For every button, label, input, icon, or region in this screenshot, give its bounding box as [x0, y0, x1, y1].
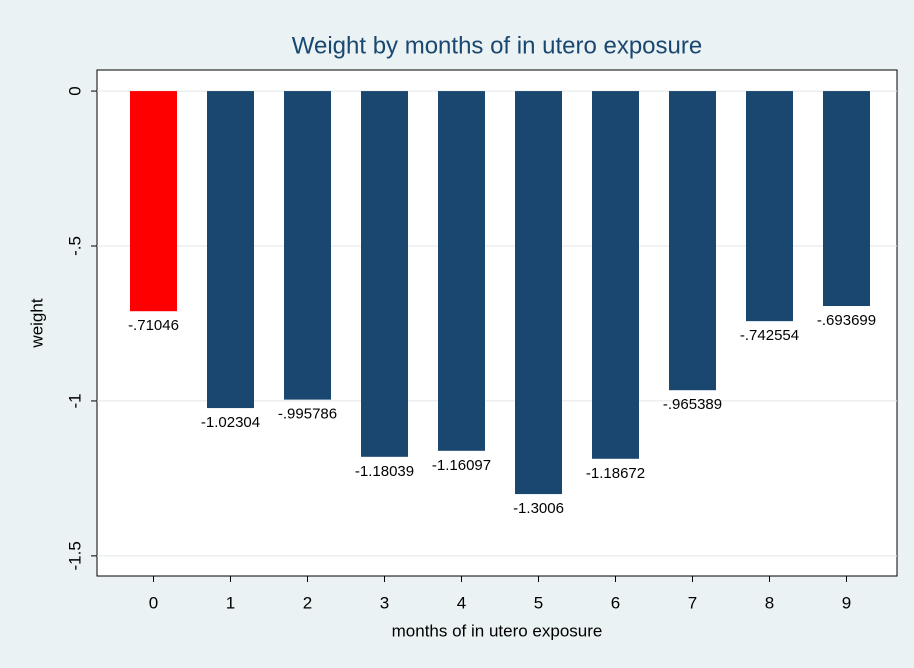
value-label: -.742554 [740, 327, 799, 344]
bar [284, 91, 331, 400]
bar [361, 91, 408, 457]
bar [438, 91, 485, 451]
x-tick-label: 6 [611, 593, 620, 612]
value-label: -1.02304 [201, 414, 260, 431]
y-tick-label: -1 [65, 393, 84, 408]
y-tick-label: -1.5 [65, 541, 84, 570]
bar [207, 91, 254, 409]
bar [130, 91, 177, 312]
x-tick-label: 1 [226, 593, 235, 612]
x-tick-label: 4 [457, 593, 466, 612]
bar [823, 91, 870, 307]
value-label: -.995786 [278, 406, 337, 423]
chart-title: Weight by months of in utero exposure [292, 32, 702, 59]
bar [669, 91, 716, 391]
x-tick-label: 5 [534, 593, 543, 612]
x-tick-label: 8 [765, 593, 774, 612]
x-tick-label: 0 [149, 593, 158, 612]
x-tick-label: 2 [303, 593, 312, 612]
x-tick-label: 9 [842, 593, 851, 612]
value-label: -1.16097 [432, 457, 491, 474]
value-label: -1.18039 [355, 463, 414, 480]
value-label: -1.3006 [513, 500, 564, 517]
value-label: -.71046 [128, 317, 179, 334]
bar [515, 91, 562, 495]
value-label: -.965389 [663, 396, 722, 413]
y-tick-label: 0 [65, 86, 84, 95]
x-tick-label: 3 [380, 593, 389, 612]
x-axis-label: months of in utero exposure [392, 621, 603, 640]
y-axis-label: weight [27, 298, 46, 348]
bar [746, 91, 793, 322]
bar [592, 91, 639, 459]
value-label: -1.18672 [586, 465, 645, 482]
value-label: -.693699 [817, 312, 876, 329]
y-tick-label: -.5 [65, 236, 84, 256]
x-tick-label: 7 [688, 593, 697, 612]
